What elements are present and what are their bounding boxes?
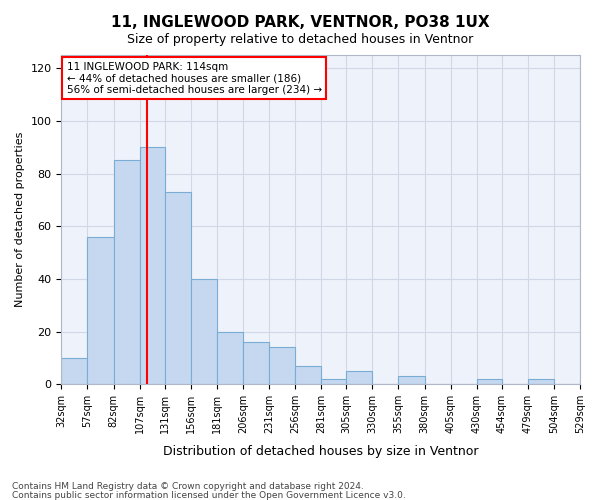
Bar <box>165 192 191 384</box>
Text: 11, INGLEWOOD PARK, VENTNOR, PO38 1UX: 11, INGLEWOOD PARK, VENTNOR, PO38 1UX <box>110 15 490 30</box>
Bar <box>113 160 140 384</box>
Y-axis label: Number of detached properties: Number of detached properties <box>15 132 25 308</box>
Bar <box>580 379 600 384</box>
Bar <box>217 332 243 384</box>
Text: Size of property relative to detached houses in Ventnor: Size of property relative to detached ho… <box>127 32 473 46</box>
Bar <box>398 376 425 384</box>
Bar <box>243 342 269 384</box>
Bar <box>321 379 346 384</box>
Bar <box>88 237 113 384</box>
Text: 11 INGLEWOOD PARK: 114sqm
← 44% of detached houses are smaller (186)
56% of semi: 11 INGLEWOOD PARK: 114sqm ← 44% of detac… <box>67 62 322 95</box>
Text: Contains public sector information licensed under the Open Government Licence v3: Contains public sector information licen… <box>12 490 406 500</box>
X-axis label: Distribution of detached houses by size in Ventnor: Distribution of detached houses by size … <box>163 444 478 458</box>
Bar <box>61 358 88 384</box>
Bar <box>140 147 165 384</box>
Bar <box>528 379 554 384</box>
Bar <box>269 348 295 385</box>
Bar <box>295 366 321 384</box>
Text: Contains HM Land Registry data © Crown copyright and database right 2024.: Contains HM Land Registry data © Crown c… <box>12 482 364 491</box>
Bar <box>476 379 502 384</box>
Bar <box>346 371 373 384</box>
Bar <box>191 279 217 384</box>
